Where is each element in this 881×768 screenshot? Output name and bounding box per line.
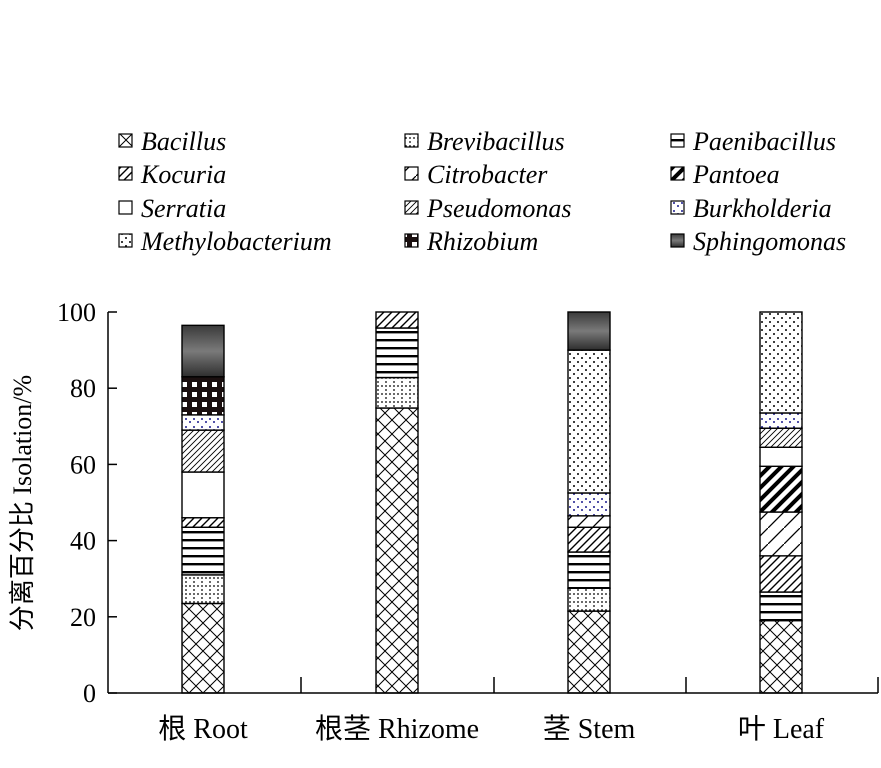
bar-segment-methylobacterium [567,349,611,494]
legend-entry-paenibacillus: Paenibacillus [670,127,836,156]
legend-entry-serratia: Serratia [118,194,226,223]
legend-entry-pantoea: Pantoea [670,160,780,189]
legend-swatch-serratia [118,200,133,215]
bar-segment-paenibacillus [375,327,419,379]
legend-label-kocuria: Kocuria [140,160,226,189]
bar-segment-pantoea [759,465,803,513]
legend: Bacillus Brevibacillus Paenibacillus Kocuri… [118,127,846,256]
legend-label-methylobacterium: Methylobacterium [140,227,332,256]
legend-swatch-methylobacterium [118,233,133,248]
x-tick-label-0: 根 Root [158,713,248,745]
legend-label-rhizobium: Rhizobium [426,227,538,256]
legend-entry-brevibacillus: Brevibacillus [404,127,565,156]
legend-entry-kocuria: Kocuria [118,160,226,189]
bar-segment-bacillus [181,602,225,694]
bar-segment-pseudomonas [181,429,225,473]
legend-entry-bacillus: Bacillus [118,127,226,156]
legend-swatch-brevibacillus [404,133,419,148]
y-tick-label: 40 [70,527,96,556]
bar-segment-brevibacillus [375,376,419,409]
legend-swatch-paenibacillus [670,133,685,148]
x-tick-label-3: 叶 Leaf [738,714,825,745]
bar-segment-kocuria [375,311,419,329]
bar-segment-paenibacillus [759,591,803,622]
legend-entry-rhizobium: Rhizobium [404,227,538,256]
legend-swatch-pseudomonas [404,200,419,215]
bar-segment-sphingomonas [181,324,225,378]
bar-segment-bacillus [375,407,419,694]
axes-group: 0 20 40 60 80 100 根 Root 根茎 Rhizome 茎 Stem 叶 Leaf… [8,298,879,745]
y-tick-label: 0 [83,679,96,708]
legend-label-brevibacillus: Brevibacillus [427,127,565,156]
legend-label-paenibacillus: Paenibacillus [692,127,836,156]
bar-segment-kocuria [759,555,803,593]
legend-swatch-citrobacter [404,166,419,181]
legend-label-sphingomonas: Sphingomonas [693,227,846,256]
legend-entry-methylobacterium: Methylobacterium [118,227,332,256]
bar-segment-serratia [181,471,225,519]
legend-label-burkholderia: Burkholderia [693,194,832,223]
legend-swatch-rhizobium [404,233,419,248]
bar-segment-bacillus [567,610,611,694]
legend-label-pseudomonas: Pseudomonas [426,194,571,223]
legend-swatch-bacillus [118,133,133,148]
bar-segment-burkholderia [759,412,803,429]
legend-label-serratia: Serratia [141,194,226,223]
legend-label-citrobacter: Citrobacter [427,160,548,189]
y-tick-label: 80 [70,374,96,403]
x-tick-label-1: 根茎 Rhizome [315,713,479,745]
bar-segment-brevibacillus [181,574,225,605]
legend-swatch-pantoea [670,166,685,181]
y-tick-label: 100 [57,298,96,327]
legend-swatch-burkholderia [670,200,685,215]
bar-segment-citrobacter [567,515,611,528]
bar-segment-serratia [759,446,803,468]
legend-entry-burkholderia: Burkholderia [670,194,832,223]
y-axis-title: 分离百分比 Isolation/% [8,375,37,631]
bar-segment-methylobacterium [759,311,803,414]
legend-entry-sphingomonas: Sphingomonas [670,227,846,256]
bar-segment-bacillus [759,619,803,694]
legend-label-bacillus: Bacillus [141,127,226,156]
legend-label-pantoea: Pantoea [692,160,780,189]
legend-entry-citrobacter: Citrobacter [404,160,548,189]
bar-segment-sphingomonas [567,311,611,351]
bar-segment-burkholderia [181,414,225,431]
bar-segment-paenibacillus [567,551,611,589]
x-tick-label-2: 茎 Stem [543,713,636,745]
legend-entry-pseudomonas: Pseudomonas [404,194,571,223]
bar-segment-brevibacillus [567,587,611,612]
legend-swatch-kocuria [118,166,133,181]
bar-segment-kocuria [181,517,225,528]
legend-swatch-sphingomonas [670,233,685,248]
y-tick-label: 20 [70,603,96,632]
bar-stack-1 [375,311,419,694]
bar-segment-kocuria [567,526,611,553]
bar-segment-burkholderia [567,492,611,517]
bar-segment-citrobacter [759,511,803,557]
bar-stack-0 [181,324,225,694]
bar-stack-3 [759,311,803,694]
bar-segment-pseudomonas [759,427,803,448]
bar-segment-rhizobium [181,376,225,416]
y-tick-label: 60 [70,450,96,479]
bar-stack-2 [567,311,611,694]
bar-segment-paenibacillus [181,526,225,576]
bars-group [181,311,803,694]
